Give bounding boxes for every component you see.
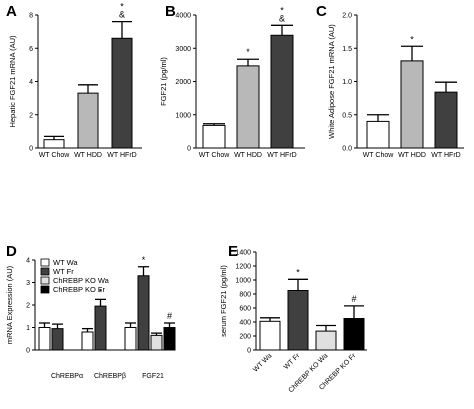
y-tick-label: 600 (239, 306, 251, 313)
bar (38, 327, 51, 351)
y-tick-label: 1000 (175, 112, 191, 119)
significance-mark: * (280, 5, 284, 15)
y-axis-label: mRNA Expression (AU) (5, 265, 14, 344)
x-tick-label: FGF21 (142, 373, 164, 380)
y-tick-label: 400 (239, 320, 251, 327)
bar (287, 290, 309, 351)
significance-mark: # (351, 294, 356, 304)
y-axis-label: White Adipose FGF21 mRNA (AU) (327, 24, 336, 139)
x-tick-label: ChREBPα (51, 373, 83, 380)
y-axis-label: FGF21 (pg/ml) (159, 57, 168, 106)
y-tick-label: 200 (239, 334, 251, 341)
x-tick-label: WT Chow (363, 152, 395, 159)
legend-entry: WT Wa (53, 258, 78, 267)
bar (111, 37, 133, 149)
y-tick-label: 0.0 (342, 146, 352, 153)
y-tick-label: 1400 (235, 250, 251, 257)
y-tick-label: 0.5 (342, 112, 352, 119)
significance-mark: & (279, 13, 285, 23)
y-tick-label: 2000 (175, 79, 191, 86)
y-tick-label: 8 (29, 13, 33, 20)
y-tick-label: 0 (29, 146, 33, 153)
y-tick-label: 1000 (235, 278, 251, 285)
y-tick-label: 6 (29, 46, 33, 53)
x-tick-label: WT HDD (74, 152, 102, 159)
bar (94, 305, 107, 351)
legend-swatch (40, 276, 50, 285)
y-tick-label: 4000 (175, 13, 191, 20)
legend-entry: ChREBP KO Wa (53, 276, 110, 285)
significance-mark: # (167, 311, 172, 321)
y-axis-label: Hepatic FGF21 mRNA (AU) (8, 35, 17, 128)
y-tick-label: 2.0 (342, 13, 352, 20)
bar (163, 327, 176, 351)
significance-mark: * (99, 287, 103, 297)
y-tick-label: 1 (26, 325, 30, 332)
y-tick-label: 0 (187, 146, 191, 153)
x-tick-label: WT HFrD (431, 152, 460, 159)
y-tick-label: 0 (26, 348, 30, 355)
bar (202, 124, 226, 149)
bar (315, 330, 337, 351)
bar (150, 334, 163, 351)
significance-mark: * (296, 267, 300, 277)
significance-mark: * (246, 47, 250, 57)
x-tick-label: WT Fr (283, 352, 302, 371)
bar (81, 331, 94, 351)
y-tick-label: 4 (26, 258, 30, 265)
bar (434, 91, 458, 149)
y-tick-label: 2 (29, 112, 33, 119)
bar (366, 120, 390, 149)
y-tick-label: 4 (29, 79, 33, 86)
panel-letter: E (228, 243, 238, 260)
legend-swatch (40, 258, 50, 267)
panel-b: B 0 1000 2000 3000 4000 FGF21 (pg/ml) WT Chow * W… (159, 3, 305, 159)
panel-c: C 0.0 0.5 1.0 1.5 2.0 White Adipose FGF21 mRNA… (316, 3, 464, 159)
y-tick-label: 1.5 (342, 46, 352, 53)
panel-letter: B (165, 3, 176, 20)
bar (137, 275, 150, 351)
bar (270, 34, 294, 149)
y-tick-label: 2 (26, 303, 30, 310)
legend-entry: ChREBP KO Fr (53, 285, 105, 294)
panel-letter: A (6, 3, 17, 20)
x-tick-label: ChREBPβ (94, 373, 126, 380)
significance-mark: * (120, 2, 124, 12)
bar (77, 92, 99, 149)
significance-mark: * (410, 34, 414, 44)
legend-swatch (40, 267, 50, 276)
x-tick-label: WT HFrD (267, 152, 296, 159)
bar (51, 328, 64, 351)
significance-mark: & (119, 10, 125, 20)
y-axis-label: serum FGF21 (pg/ml) (219, 265, 228, 337)
bar (259, 320, 281, 351)
x-tick-label: WT HDD (234, 152, 262, 159)
x-tick-label: WT Wa (252, 352, 273, 373)
panel-letter: C (316, 3, 327, 20)
bar (43, 139, 65, 149)
x-tick-label: WT HDD (398, 152, 426, 159)
x-tick-label: WT Chow (199, 152, 231, 159)
y-tick-label: 3000 (175, 46, 191, 53)
y-tick-label: 800 (239, 292, 251, 299)
legend-entry: WT Fr (53, 267, 74, 276)
panel-e: E 0 200 400 600 800 1000 1200 1400 serum FGF21 (p… (219, 243, 367, 394)
x-tick-label: WT HFrD (107, 152, 136, 159)
bar (400, 60, 424, 149)
y-tick-label: 3 (26, 280, 30, 287)
bar (124, 327, 137, 351)
y-tick-label: 1200 (235, 264, 251, 271)
y-tick-label: 1.0 (342, 79, 352, 86)
x-tick-label: WT Chow (39, 152, 71, 159)
legend-swatch (40, 285, 50, 294)
panel-letter: D (6, 243, 17, 260)
bar (236, 65, 260, 149)
bar (343, 318, 365, 351)
significance-mark: * (142, 255, 146, 265)
y-tick-label: 0 (247, 348, 251, 355)
